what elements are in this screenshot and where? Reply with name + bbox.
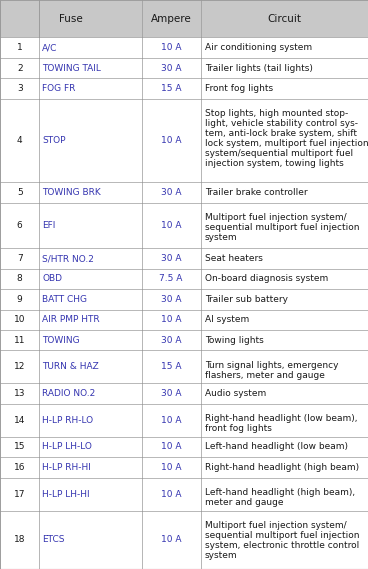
Text: OBD: OBD	[42, 274, 62, 283]
Text: Multiport fuel injection system/
sequential multiport fuel injection
system: Multiport fuel injection system/ sequent…	[205, 213, 360, 242]
Text: 10 A: 10 A	[161, 221, 181, 230]
Text: 30 A: 30 A	[161, 336, 181, 345]
Text: 1: 1	[17, 43, 22, 52]
Text: Trailer brake controller: Trailer brake controller	[205, 188, 308, 197]
Text: AIR PMP HTR: AIR PMP HTR	[42, 315, 100, 324]
Text: EFI: EFI	[42, 221, 56, 230]
Text: 10 A: 10 A	[161, 43, 181, 52]
Text: STOP: STOP	[42, 136, 66, 145]
Text: H-LP LH-HI: H-LP LH-HI	[42, 489, 90, 498]
Text: Seat heaters: Seat heaters	[205, 254, 263, 263]
Text: 6: 6	[17, 221, 22, 230]
Text: On-board diagnosis system: On-board diagnosis system	[205, 274, 328, 283]
Text: 30 A: 30 A	[161, 64, 181, 72]
Text: 3: 3	[17, 84, 22, 93]
Bar	[0, 457, 368, 477]
Text: TOWING BRK: TOWING BRK	[42, 188, 101, 197]
Text: 10: 10	[14, 315, 25, 324]
Text: Stop lights, high mounted stop-
light, vehicle stability control sys-
tem, anti-: Stop lights, high mounted stop- light, v…	[205, 109, 368, 168]
Text: 18: 18	[14, 535, 25, 545]
Bar	[0, 437, 368, 457]
Text: 15 A: 15 A	[161, 362, 181, 372]
Bar	[0, 249, 368, 269]
Text: Fuse: Fuse	[59, 14, 83, 24]
Bar	[0, 289, 368, 310]
Text: 10 A: 10 A	[161, 136, 181, 145]
Text: 10 A: 10 A	[161, 443, 181, 451]
Text: 15 A: 15 A	[161, 84, 181, 93]
Text: Right-hand headlight (high beam): Right-hand headlight (high beam)	[205, 463, 359, 472]
Bar	[0, 477, 368, 510]
Text: 2: 2	[17, 64, 22, 72]
Text: H-LP RH-LO: H-LP RH-LO	[42, 416, 93, 425]
Bar	[0, 98, 368, 182]
Text: TOWING TAIL: TOWING TAIL	[42, 64, 101, 72]
Text: Turn signal lights, emergency
flashers, meter and gauge: Turn signal lights, emergency flashers, …	[205, 361, 339, 380]
Text: Ampere: Ampere	[151, 14, 191, 24]
Text: 16: 16	[14, 463, 25, 472]
Text: 10 A: 10 A	[161, 535, 181, 545]
Bar	[0, 330, 368, 351]
Text: 12: 12	[14, 362, 25, 372]
Bar	[0, 38, 368, 58]
Bar	[0, 384, 368, 404]
Text: Multiport fuel injection system/
sequential multiport fuel injection
system, ele: Multiport fuel injection system/ sequent…	[205, 521, 360, 560]
Text: S/HTR NO.2: S/HTR NO.2	[42, 254, 94, 263]
Text: 30 A: 30 A	[161, 254, 181, 263]
Bar	[0, 182, 368, 203]
Bar	[0, 58, 368, 78]
Bar	[0, 310, 368, 330]
Text: AI system: AI system	[205, 315, 249, 324]
Text: 14: 14	[14, 416, 25, 425]
Text: 15: 15	[14, 443, 25, 451]
Text: 30 A: 30 A	[161, 295, 181, 304]
Text: 4: 4	[17, 136, 22, 145]
Text: 10 A: 10 A	[161, 416, 181, 425]
Text: 5: 5	[17, 188, 22, 197]
Text: Trailer lights (tail lights): Trailer lights (tail lights)	[205, 64, 313, 72]
Bar	[0, 269, 368, 289]
Bar	[0, 404, 368, 437]
Text: 10 A: 10 A	[161, 489, 181, 498]
Bar	[0, 203, 368, 249]
Text: Circuit: Circuit	[267, 14, 301, 24]
Text: Right-hand headlight (low beam),
front fog lights: Right-hand headlight (low beam), front f…	[205, 414, 357, 433]
Text: Air conditioning system: Air conditioning system	[205, 43, 312, 52]
Text: Front fog lights: Front fog lights	[205, 84, 273, 93]
Text: 30 A: 30 A	[161, 188, 181, 197]
Text: Trailer sub battery: Trailer sub battery	[205, 295, 288, 304]
Text: 7.5 A: 7.5 A	[159, 274, 183, 283]
Text: Audio system: Audio system	[205, 389, 266, 398]
Text: TURN & HAZ: TURN & HAZ	[42, 362, 99, 372]
Text: H-LP RH-HI: H-LP RH-HI	[42, 463, 91, 472]
Text: FOG FR: FOG FR	[42, 84, 76, 93]
Bar	[0, 78, 368, 98]
Text: Towing lights: Towing lights	[205, 336, 264, 345]
Text: 9: 9	[17, 295, 22, 304]
Text: 7: 7	[17, 254, 22, 263]
Bar	[0, 510, 368, 569]
Text: 10 A: 10 A	[161, 463, 181, 472]
Text: A/C: A/C	[42, 43, 58, 52]
Text: Left-hand headlight (high beam),
meter and gauge: Left-hand headlight (high beam), meter a…	[205, 488, 355, 507]
Text: H-LP LH-LO: H-LP LH-LO	[42, 443, 92, 451]
Text: 13: 13	[14, 389, 25, 398]
Text: Left-hand headlight (low beam): Left-hand headlight (low beam)	[205, 443, 348, 451]
Text: 8: 8	[17, 274, 22, 283]
Text: 11: 11	[14, 336, 25, 345]
Text: ETCS: ETCS	[42, 535, 65, 545]
Bar	[0, 351, 368, 384]
Text: 17: 17	[14, 489, 25, 498]
Bar	[0, 0, 368, 38]
Text: RADIO NO.2: RADIO NO.2	[42, 389, 96, 398]
Text: 30 A: 30 A	[161, 389, 181, 398]
Text: BATT CHG: BATT CHG	[42, 295, 87, 304]
Text: TOWING: TOWING	[42, 336, 80, 345]
Text: 10 A: 10 A	[161, 315, 181, 324]
